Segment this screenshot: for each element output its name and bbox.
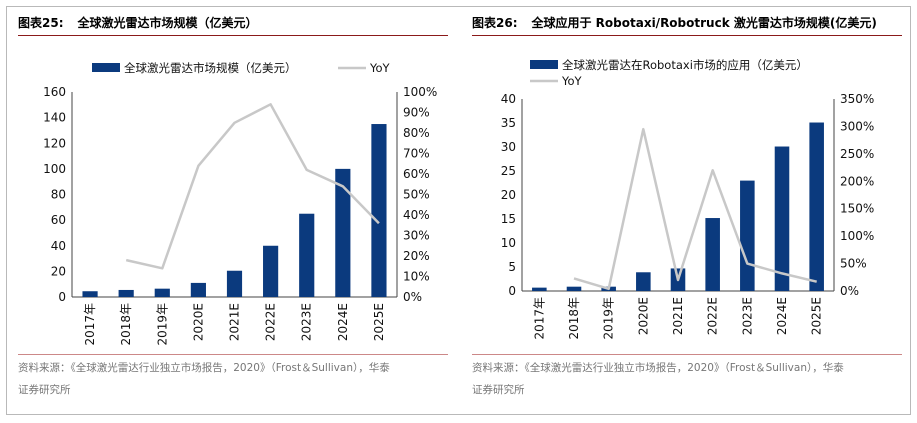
bar — [226, 270, 243, 297]
chart-svg-25: 全球激光雷达市场规模（亿美元） YoY 0 20 40 60 80 100 120 140 160 0… — [43, 61, 437, 346]
x-tick-label: 2024E — [775, 297, 789, 335]
y2-tick-label: 40% — [403, 208, 430, 222]
bar — [335, 168, 351, 297]
y2-tick-label: 20% — [403, 249, 430, 263]
bar — [740, 180, 755, 291]
bar — [774, 146, 790, 291]
source-note-2: 证券研究所 — [18, 384, 71, 396]
yoy-series-line — [125, 103, 380, 270]
y2-tick-label: 80% — [403, 126, 430, 140]
y-tick-label: 15 — [501, 212, 516, 226]
chart-title-text: 全球应用于 Robotaxi/Robotruck 激光雷达市场规模(亿美元) — [531, 16, 877, 30]
source-note: 资料来源：《全球激光雷达行业独立市场报告，2020》（Frost＆Sulliva… — [18, 362, 390, 374]
bar — [263, 245, 279, 297]
x-tick-label: 2025E — [810, 297, 824, 335]
bar — [532, 287, 547, 291]
source-note-2: 证券研究所 — [472, 384, 525, 396]
legend-bar-swatch — [92, 63, 120, 72]
y2-tick-label: 300% — [840, 119, 874, 133]
x-tick-label: 2024E — [336, 303, 350, 341]
bar — [82, 291, 98, 297]
y-tick-label: 40 — [501, 92, 516, 106]
y-tick-label: 80 — [51, 188, 66, 202]
x-tick-label: 2020E — [636, 297, 650, 335]
chart-title: 图表25: 全球激光雷达市场规模（亿美元） — [18, 12, 448, 34]
bar — [190, 282, 206, 297]
x-tick-label: 2025E — [372, 303, 386, 341]
yoy-series-line — [573, 127, 817, 291]
report-frame — [6, 6, 911, 415]
x-tick-label: 2022E — [706, 297, 720, 335]
bar — [118, 289, 134, 297]
legend-bar-swatch — [530, 60, 558, 69]
x-tick-label: 2019年 — [602, 297, 616, 340]
x-tick-label: 2023E — [300, 303, 314, 341]
y-tick-label: 30 — [501, 140, 516, 154]
chart-panel-26: 图表26: 全球应用于 Robotaxi/Robotruck 激光雷达市场规模(亿… — [472, 12, 902, 407]
y-tick-label: 20 — [51, 264, 66, 278]
x-tick-label: 2019年 — [155, 303, 169, 346]
bar — [809, 122, 824, 292]
legend-line-label: YoY — [561, 74, 583, 88]
y-tick-label: 5 — [508, 260, 516, 274]
y2-tick-label: 0% — [403, 290, 422, 304]
y2-tick-label: 50% — [840, 257, 867, 271]
legend-bar-label: 全球激光雷达市场规模（亿美元） — [124, 61, 297, 75]
bar — [154, 288, 170, 297]
bar — [371, 124, 387, 297]
y2-tick-label: 50% — [403, 188, 430, 202]
y-tick-label: 25 — [501, 164, 516, 178]
y-tick-label: 10 — [501, 236, 516, 250]
y2-tick-label: 200% — [840, 174, 874, 188]
y-tick-label: 35 — [501, 116, 516, 130]
x-tick-label: 2023E — [740, 297, 754, 335]
x-tick-label: 2017年 — [83, 303, 97, 346]
y2-tick-label: 30% — [403, 229, 430, 243]
x-tick-label: 2021E — [671, 297, 685, 335]
bar — [299, 213, 315, 297]
chart-svg-26: 全球激光雷达在Robotaxi市场的应用（亿美元） YoY 0 5 10 15 20 25 30… — [501, 58, 875, 340]
chart-number: 图表25: — [18, 16, 64, 30]
x-tick-label: 2018年 — [119, 303, 133, 346]
chart-number: 图表26: — [472, 16, 518, 30]
y2-tick-label: 250% — [840, 147, 874, 161]
source-rule — [472, 354, 902, 355]
y-tick-label: 0 — [58, 290, 66, 304]
y2-tick-label: 60% — [403, 167, 430, 181]
y2-tick-label: 350% — [840, 92, 874, 106]
y-tick-label: 120 — [43, 136, 66, 150]
x-tick-label: 2018年 — [567, 297, 581, 340]
legend-bar-label: 全球激光雷达在Robotaxi市场的应用（亿美元） — [562, 58, 808, 72]
legend-line-label: YoY — [369, 61, 391, 75]
chart-title-text: 全球激光雷达市场规模（亿美元） — [77, 16, 258, 30]
chart-title: 图表26: 全球应用于 Robotaxi/Robotruck 激光雷达市场规模(亿… — [472, 12, 902, 34]
title-rule — [472, 35, 902, 36]
bar — [566, 286, 582, 291]
title-rule — [18, 35, 448, 36]
y-tick-label: 160 — [43, 85, 66, 99]
y-tick-label: 60 — [51, 213, 66, 227]
x-tick-label: 2021E — [228, 303, 242, 341]
y-tick-label: 40 — [51, 239, 66, 253]
x-tick-label: 2017年 — [532, 297, 546, 340]
bar — [705, 218, 720, 291]
y2-tick-label: 150% — [840, 202, 874, 216]
bar — [636, 272, 651, 291]
chart-panel-25: 图表25: 全球激光雷达市场规模（亿美元） 全球激光雷达市场规模（亿美元） YoY 0… — [18, 12, 448, 407]
y-tick-label: 0 — [508, 284, 516, 298]
x-tick-label: 2020E — [191, 303, 205, 341]
source-rule — [18, 354, 448, 355]
y2-tick-label: 70% — [403, 147, 430, 161]
y2-tick-label: 0% — [840, 284, 859, 298]
y2-tick-label: 10% — [403, 270, 430, 284]
y-tick-label: 20 — [501, 188, 516, 202]
y-tick-label: 140 — [43, 111, 66, 125]
y2-tick-label: 100% — [403, 85, 437, 99]
y-tick-label: 100 — [43, 162, 66, 176]
x-tick-label: 2022E — [264, 303, 278, 341]
source-note: 资料来源：《全球激光雷达行业独立市场报告，2020》（Frost＆Sulliva… — [472, 362, 844, 374]
y2-tick-label: 90% — [403, 106, 430, 120]
y2-tick-label: 100% — [840, 229, 874, 243]
